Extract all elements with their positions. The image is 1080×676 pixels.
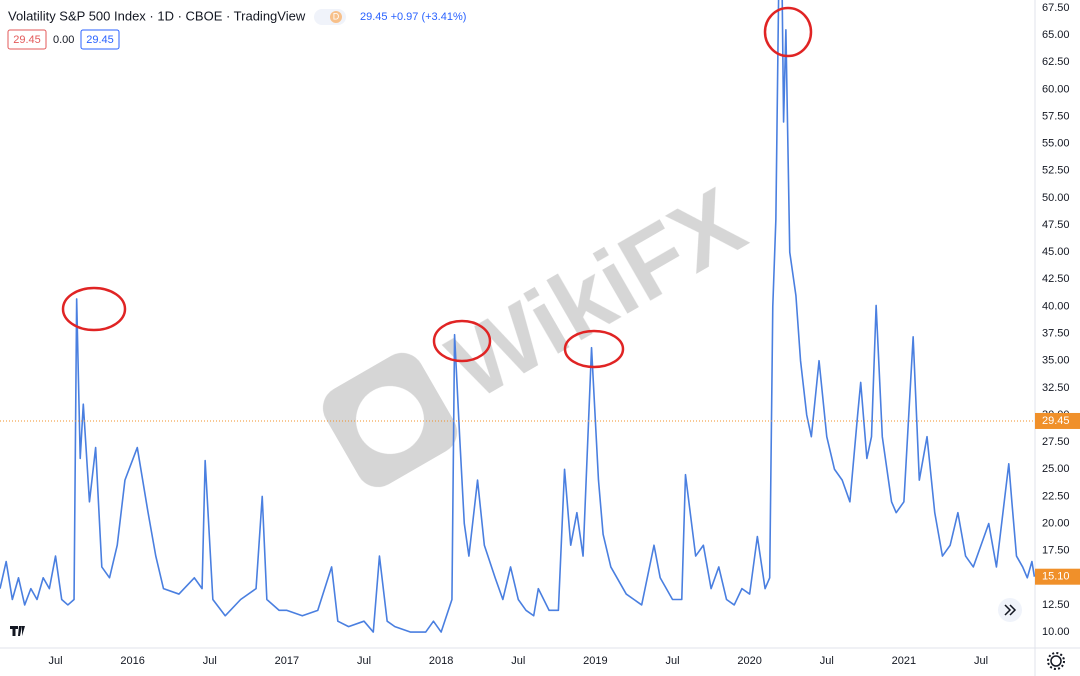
x-tick-label: 2021: [892, 655, 916, 667]
y-tick-label: 55.00: [1042, 138, 1070, 150]
ohlc-box: 29.45: [86, 34, 114, 46]
price-line: [0, 0, 1035, 633]
x-tick-label: 2017: [275, 655, 299, 667]
price-label: 15.10: [1042, 571, 1070, 583]
x-tick-label: 2020: [737, 655, 761, 667]
y-tick-label: 67.50: [1042, 2, 1070, 14]
y-tick-label: 45.00: [1042, 246, 1070, 258]
highlight-circle: [432, 319, 492, 363]
box: [80, 29, 120, 50]
y-tick-label: 22.50: [1042, 490, 1070, 502]
highlight-circle: [61, 286, 127, 332]
axes: 10.0012.5015.0017.5020.0022.5025.0027.50…: [48, 2, 1080, 667]
y-tick-label: 65.00: [1042, 29, 1070, 41]
plot-area: [0, 0, 1035, 633]
scroll-button[interactable]: [998, 598, 1022, 622]
price-label-bg: [1035, 412, 1080, 429]
y-tick-label: 62.50: [1042, 56, 1070, 68]
y-tick-label: 35.00: [1042, 355, 1070, 367]
y-tick-label: 50.00: [1042, 192, 1070, 204]
x-tick-label: Jul: [203, 655, 217, 667]
badge-dot: [330, 11, 342, 23]
y-tick-label: 37.50: [1042, 328, 1070, 340]
x-tick-label: 2019: [583, 655, 607, 667]
x-tick-label: Jul: [357, 655, 371, 667]
y-tick-label: 20.00: [1042, 517, 1070, 529]
x-tick-label: Jul: [665, 655, 679, 667]
x-tick-label: Jul: [511, 655, 525, 667]
settings-button[interactable]: [1047, 652, 1065, 670]
y-tick-label: 12.50: [1042, 599, 1070, 611]
x-tick-label: 2016: [120, 655, 144, 667]
y-tick-label: 42.50: [1042, 273, 1070, 285]
y-tick-label: 40.00: [1042, 300, 1070, 312]
ohlc-box: 0.00: [53, 34, 74, 46]
x-tick-label: Jul: [974, 655, 988, 667]
annotations: [61, 6, 813, 369]
highlight-circle: [763, 6, 813, 58]
title: Volatility S&P 500 Index · 1D · CBOE · T…: [8, 8, 306, 23]
y-tick-label: 60.00: [1042, 83, 1070, 95]
tv-logo: [8, 622, 30, 640]
watermark-logo: [356, 386, 424, 454]
y-tick-label: 27.50: [1042, 436, 1070, 448]
y-tick-label: 57.50: [1042, 110, 1070, 122]
price-label-bg: [1035, 568, 1080, 585]
y-tick-label: 47.50: [1042, 219, 1070, 231]
ohlc-box: 29.45: [13, 34, 41, 46]
y-tick-label: 32.50: [1042, 382, 1070, 394]
y-tick-label: 25.00: [1042, 463, 1070, 475]
x-tick-label: 2018: [429, 655, 453, 667]
header-quote: 29.45 +0.97 (+3.41%): [360, 11, 466, 23]
box: [7, 29, 47, 50]
interval-badge: D: [333, 11, 340, 21]
highlight-circle: [563, 329, 625, 369]
y-tick-label: 17.50: [1042, 545, 1070, 557]
x-tick-label: Jul: [820, 655, 834, 667]
watermark-logo: [322, 352, 458, 488]
x-tick-label: Jul: [48, 655, 62, 667]
price-label: 29.45: [1042, 415, 1070, 427]
y-tick-label: 10.00: [1042, 626, 1070, 638]
y-tick-label: 52.50: [1042, 165, 1070, 177]
